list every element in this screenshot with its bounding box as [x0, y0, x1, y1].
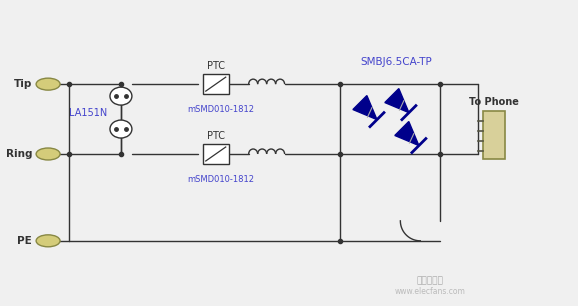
- Text: Ring: Ring: [6, 149, 32, 159]
- Text: PTC: PTC: [207, 131, 225, 141]
- Text: mSMD010-1812: mSMD010-1812: [187, 105, 254, 114]
- Ellipse shape: [110, 87, 132, 105]
- Text: LA151N: LA151N: [69, 108, 107, 118]
- Ellipse shape: [36, 148, 60, 160]
- Polygon shape: [395, 121, 419, 146]
- Polygon shape: [353, 95, 377, 120]
- Bar: [483, 111, 505, 159]
- Text: PTC: PTC: [207, 61, 225, 71]
- Text: To Phone: To Phone: [469, 97, 519, 107]
- Ellipse shape: [36, 78, 60, 90]
- Text: PE: PE: [17, 236, 32, 246]
- Polygon shape: [385, 88, 409, 113]
- Text: mSMD010-1812: mSMD010-1812: [187, 175, 254, 184]
- Text: www.elecfans.com: www.elecfans.com: [395, 287, 466, 296]
- Text: SMBJ6.5CA-TP: SMBJ6.5CA-TP: [361, 57, 432, 67]
- Ellipse shape: [36, 235, 60, 247]
- Text: Tip: Tip: [14, 79, 32, 89]
- Ellipse shape: [110, 120, 132, 138]
- Bar: [203, 74, 229, 94]
- Text: 电子发烧友: 电子发烧友: [417, 277, 444, 286]
- Bar: [203, 144, 229, 164]
